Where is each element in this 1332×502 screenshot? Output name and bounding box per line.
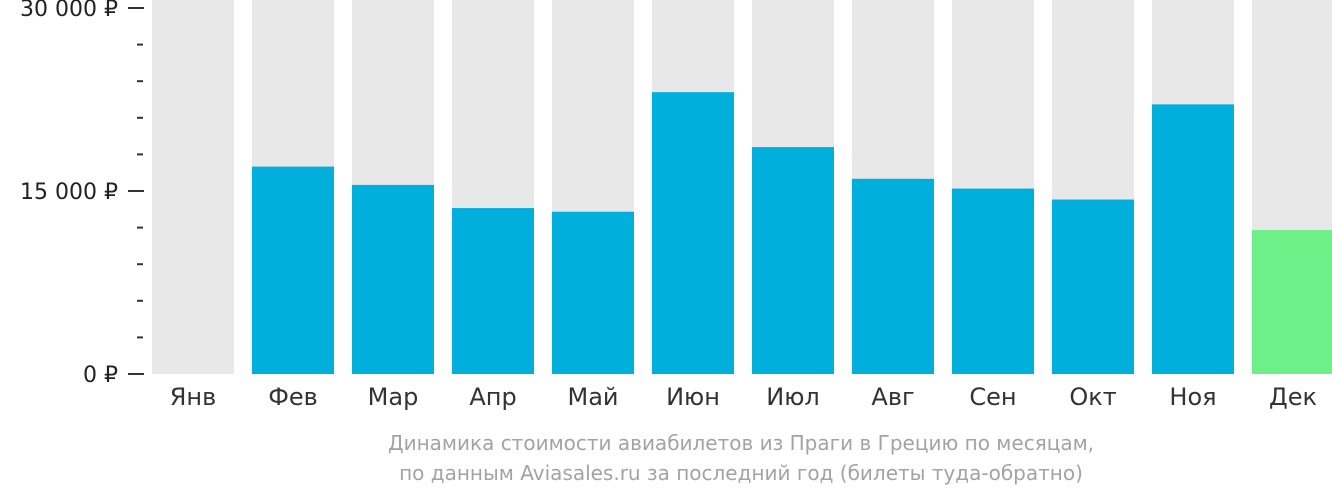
data-bars xyxy=(252,92,1332,375)
x-tick-label-month-3: Мар xyxy=(368,383,419,411)
bar-month-2[interactable] xyxy=(252,166,334,374)
x-tick-label-month-7: Июл xyxy=(766,383,820,411)
x-tick-label-month-11: Ноя xyxy=(1169,383,1216,411)
bar-month-11[interactable] xyxy=(1152,104,1234,374)
bar-month-4[interactable] xyxy=(452,208,534,374)
x-axis: Янв Фев Мар Апр Май Июн Июл Авг Сен Окт Ноя Дек xyxy=(170,383,1317,411)
x-tick-label-month-1: Янв xyxy=(170,383,217,411)
x-tick-label-month-12: Дек xyxy=(1269,383,1317,411)
bar-month-6[interactable] xyxy=(652,92,734,375)
y-tick-label: 30 000 ₽ xyxy=(20,0,118,22)
chart-caption-line-2: по данным Aviasales.ru за последний год … xyxy=(399,461,1083,485)
x-tick-label-month-9: Сен xyxy=(969,383,1016,411)
bar-month-12[interactable] xyxy=(1252,230,1332,374)
bar-background-month-1 xyxy=(152,0,234,374)
y-tick-label: 0 ₽ xyxy=(83,363,118,388)
y-tick-label: 15 000 ₽ xyxy=(20,180,118,205)
bar-month-8[interactable] xyxy=(852,178,934,374)
x-tick-label-month-5: Май xyxy=(567,383,618,411)
y-axis: 30 000 ₽ 15 000 ₽ 0 ₽ xyxy=(20,0,144,388)
x-tick-label-month-10: Окт xyxy=(1069,383,1116,411)
x-tick-label-month-4: Апр xyxy=(469,383,516,411)
x-tick-label-month-8: Авг xyxy=(871,383,914,411)
x-tick-label-month-6: Июн xyxy=(666,383,720,411)
bar-month-5[interactable] xyxy=(552,211,634,374)
chart-caption-line-1: Динамика стоимости авиабилетов из Праги … xyxy=(387,431,1095,455)
bar-month-3[interactable] xyxy=(352,184,434,374)
bar-month-10[interactable] xyxy=(1052,199,1134,374)
x-tick-label-month-2: Фев xyxy=(268,383,318,411)
bar-month-9[interactable] xyxy=(952,188,1034,374)
bar-month-7[interactable] xyxy=(752,147,834,374)
